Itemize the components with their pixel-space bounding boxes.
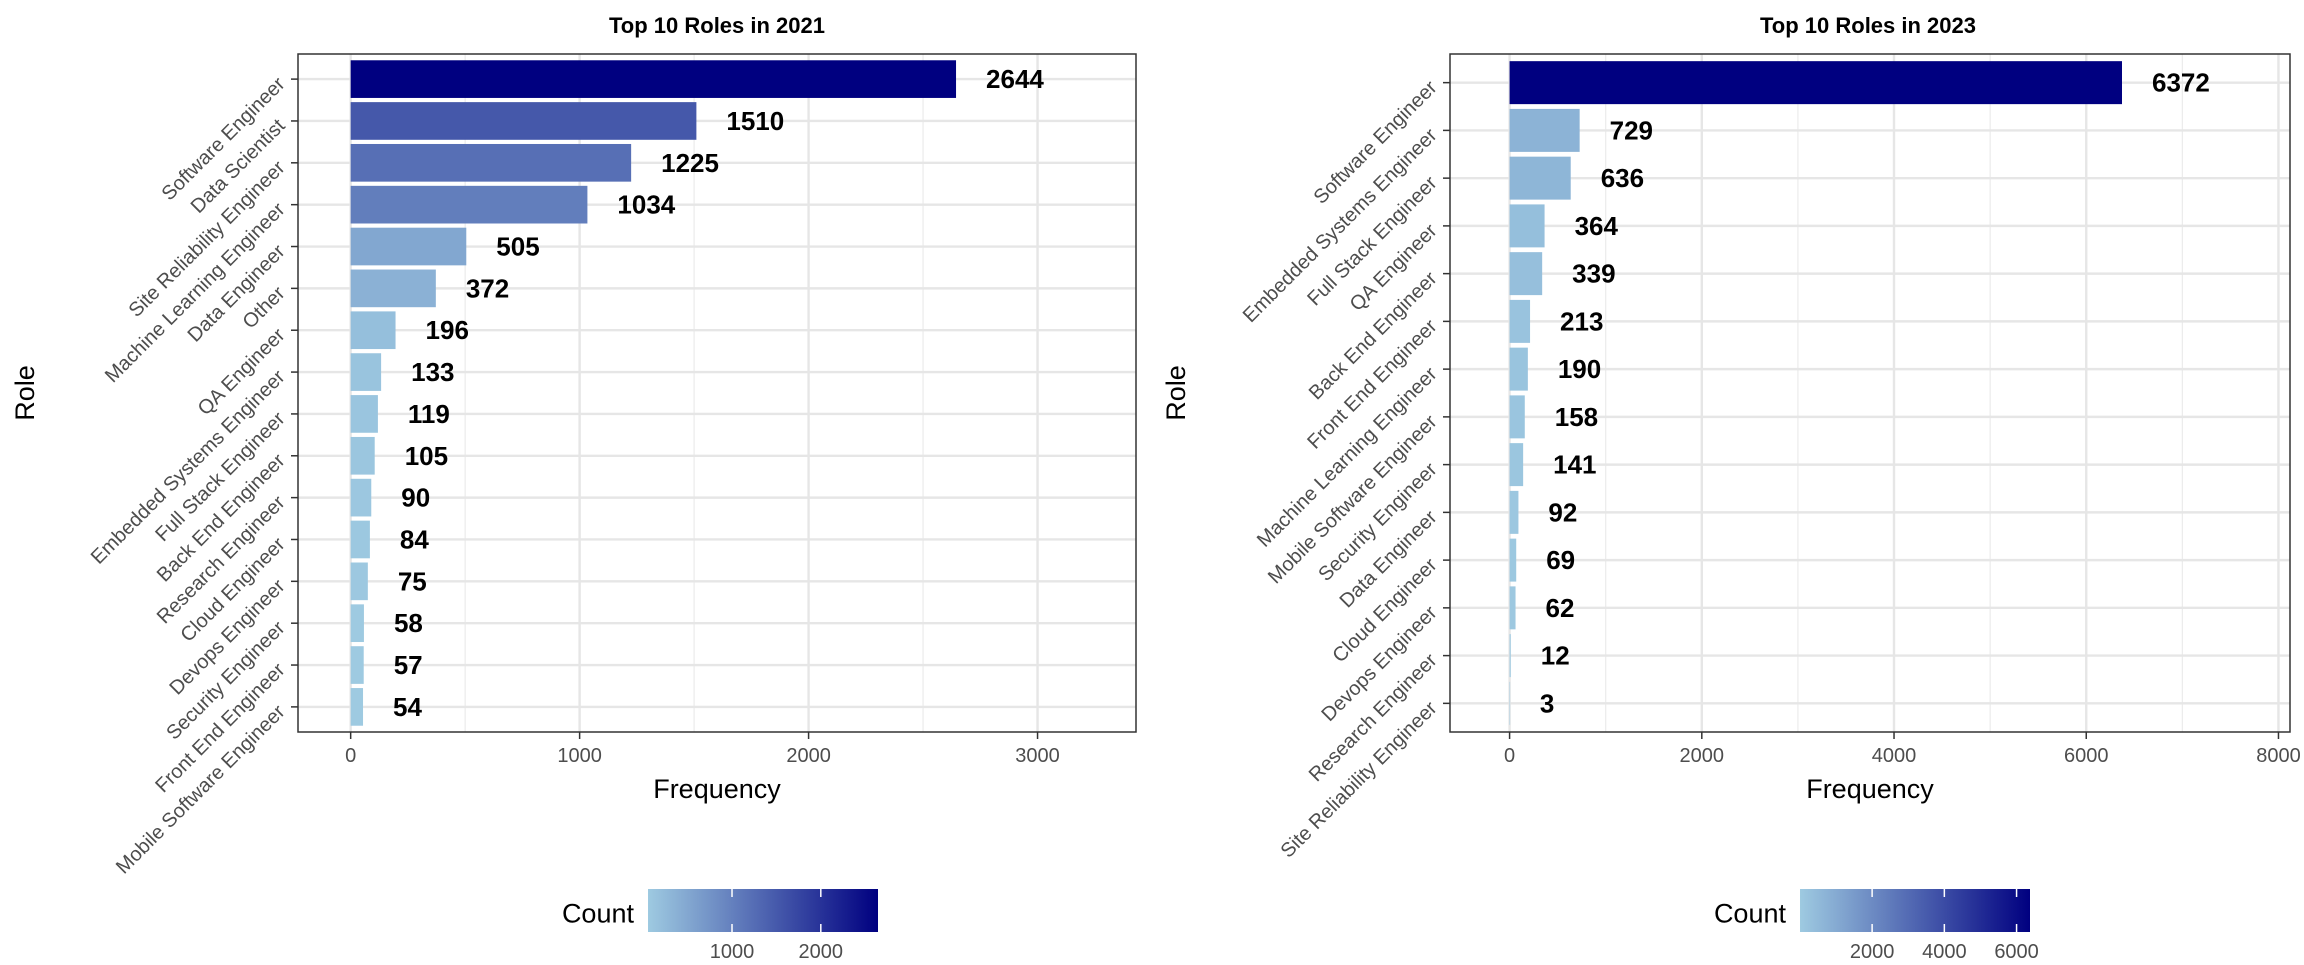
legend-tick-label: 4000 bbox=[1922, 941, 1967, 960]
bar bbox=[1509, 156, 1571, 200]
x-tick-label: 2000 bbox=[786, 745, 831, 767]
y-tick-label: Mobile Software Engineer bbox=[112, 701, 290, 879]
bar bbox=[1509, 443, 1524, 487]
data-label: 364 bbox=[1575, 211, 1619, 241]
data-label: 105 bbox=[405, 441, 448, 471]
bar bbox=[1509, 299, 1531, 343]
chart-panel-1: 6372729636364339213190158141926962123Sof… bbox=[1161, 13, 2301, 963]
data-label: 141 bbox=[1553, 450, 1596, 480]
data-label: 6372 bbox=[2152, 68, 2210, 98]
bar bbox=[350, 520, 370, 559]
bar bbox=[1509, 681, 1511, 725]
data-label: 62 bbox=[1546, 593, 1575, 623]
chart-title: Top 10 Roles in 2023 bbox=[1760, 13, 1976, 38]
legend-colorbar bbox=[1800, 889, 2030, 932]
bar bbox=[350, 353, 382, 391]
bar bbox=[350, 688, 364, 726]
bar bbox=[350, 562, 368, 601]
bar bbox=[350, 646, 364, 684]
data-label: 84 bbox=[400, 524, 429, 554]
data-label: 2644 bbox=[986, 64, 1044, 94]
data-label: 158 bbox=[1555, 402, 1598, 432]
legend-colorbar bbox=[648, 889, 878, 932]
data-label: 57 bbox=[394, 650, 423, 680]
bar bbox=[1509, 395, 1525, 439]
x-tick-label: 3000 bbox=[1015, 745, 1060, 767]
x-tick-label: 0 bbox=[1504, 745, 1515, 767]
data-label: 69 bbox=[1546, 545, 1575, 575]
x-axis-label: Frequency bbox=[653, 774, 781, 804]
data-label: 90 bbox=[401, 483, 430, 513]
bar bbox=[350, 311, 396, 350]
data-label: 58 bbox=[394, 608, 423, 638]
data-label: 339 bbox=[1572, 259, 1615, 289]
bar bbox=[350, 143, 632, 182]
data-label: 213 bbox=[1560, 306, 1603, 336]
x-tick-label: 1000 bbox=[557, 745, 602, 767]
bar bbox=[1509, 586, 1516, 630]
bar bbox=[350, 185, 588, 224]
bar bbox=[1509, 347, 1528, 391]
bar bbox=[1509, 108, 1580, 152]
y-axis-label: Role bbox=[1161, 365, 1191, 421]
legend-title: Count bbox=[562, 899, 635, 929]
x-tick-label: 6000 bbox=[2064, 745, 2109, 767]
data-label: 729 bbox=[1610, 115, 1653, 145]
bar bbox=[350, 102, 697, 140]
bar bbox=[350, 436, 375, 475]
data-label: 3 bbox=[1540, 688, 1554, 718]
data-label: 372 bbox=[466, 273, 509, 303]
bar bbox=[1509, 61, 2122, 105]
data-label: 190 bbox=[1558, 354, 1601, 384]
legend-tick-label: 1000 bbox=[710, 941, 755, 960]
data-label: 54 bbox=[393, 692, 422, 722]
data-label: 1225 bbox=[661, 148, 719, 178]
plot-border bbox=[1449, 53, 2291, 733]
data-label: 133 bbox=[411, 357, 454, 387]
data-label: 12 bbox=[1541, 641, 1570, 671]
x-axis-label: Frequency bbox=[1806, 774, 1934, 804]
data-label: 119 bbox=[408, 399, 450, 429]
data-label: 636 bbox=[1601, 163, 1644, 193]
chart-title: Top 10 Roles in 2021 bbox=[609, 13, 825, 38]
plot-background bbox=[1450, 54, 2290, 732]
bar bbox=[350, 604, 364, 643]
y-axis-label: Role bbox=[10, 365, 40, 421]
legend-tick-label: 2000 bbox=[799, 941, 844, 960]
x-tick-label: 8000 bbox=[2256, 745, 2301, 767]
x-tick-label: 4000 bbox=[1872, 745, 1917, 767]
bar bbox=[350, 227, 467, 266]
bar bbox=[350, 60, 957, 98]
x-tick-label: 0 bbox=[345, 745, 356, 767]
bar bbox=[350, 478, 372, 517]
data-label: 75 bbox=[398, 566, 427, 596]
plot-border bbox=[297, 53, 1137, 733]
legend-title: Count bbox=[1714, 899, 1787, 929]
legend-tick-label: 2000 bbox=[1850, 941, 1895, 960]
bar bbox=[1509, 634, 1511, 678]
bar bbox=[350, 269, 436, 308]
x-tick-label: 2000 bbox=[1680, 745, 1725, 767]
legend-tick-label: 6000 bbox=[1994, 941, 2039, 960]
bar bbox=[1509, 490, 1519, 534]
data-label: 1034 bbox=[617, 190, 675, 220]
bar bbox=[1509, 204, 1545, 248]
data-label: 196 bbox=[426, 315, 469, 345]
bar bbox=[350, 395, 378, 433]
data-label: 92 bbox=[1548, 497, 1577, 527]
bar bbox=[1509, 252, 1543, 296]
bar bbox=[1509, 538, 1517, 582]
data-label: 1510 bbox=[726, 106, 784, 136]
data-label: 505 bbox=[496, 232, 539, 262]
